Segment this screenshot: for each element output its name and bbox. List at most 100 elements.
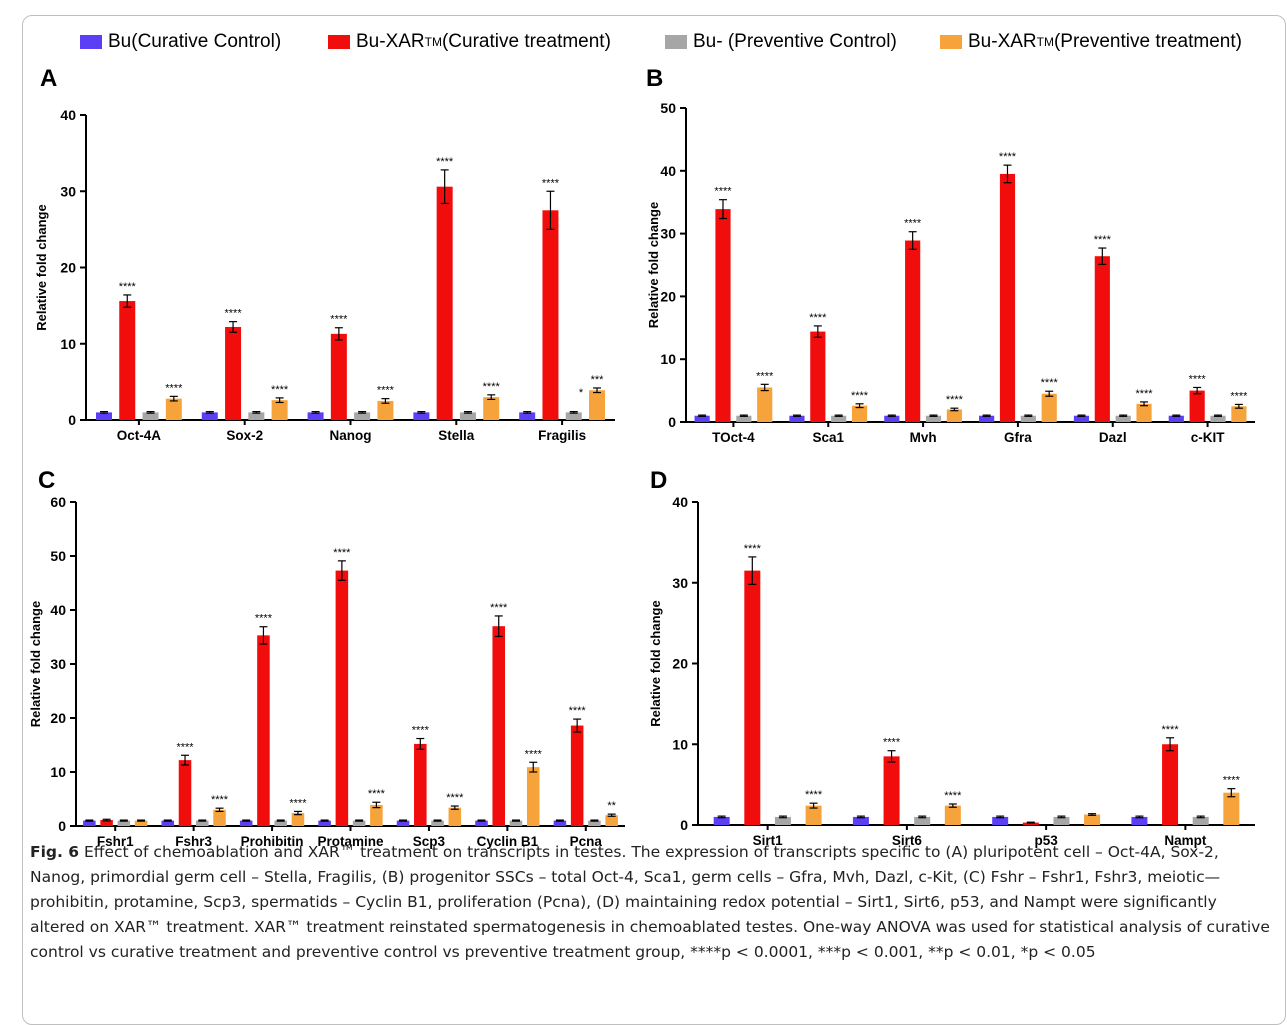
- bar-curative-control: [789, 415, 805, 422]
- bar-preventive-treatment: [448, 807, 462, 826]
- x-tick-label: Cyclin B1: [477, 834, 539, 849]
- bar-curative-control: [475, 820, 488, 826]
- bar-curative-treatment: [119, 301, 136, 420]
- bar-preventive-treatment: [377, 400, 394, 420]
- y-tick-label: 30: [50, 656, 66, 672]
- chart-legend: Bu(Curative Control) Bu-XAR TM (Curative t…: [80, 28, 1280, 58]
- bar-preventive-control: [1192, 816, 1209, 825]
- bar-curative-treatment: [436, 186, 453, 420]
- caption-text: Effect of chemoablation and XAR™ treatme…: [30, 843, 1270, 961]
- significance-label: ****: [1041, 377, 1059, 389]
- figure-number: Fig. 6: [30, 843, 80, 861]
- bar-curative-control: [519, 412, 536, 420]
- y-tick-label: 20: [60, 260, 76, 276]
- significance-label: ****: [255, 613, 273, 625]
- x-tick-label: Gfra: [1004, 430, 1032, 445]
- y-tick-label: 50: [50, 548, 66, 564]
- significance-label: ****: [569, 705, 587, 717]
- bar-preventive-control: [509, 820, 523, 826]
- bar-preventive-treatment: [291, 813, 305, 826]
- y-tick-label: 10: [50, 764, 66, 780]
- x-tick-label: Fragilis: [538, 428, 586, 443]
- significance-label: ****: [946, 394, 964, 406]
- bar-curative-treatment: [883, 756, 900, 825]
- x-tick-label: Prohibitin: [241, 834, 304, 849]
- bar-curative-control: [553, 820, 567, 826]
- y-tick-label: 40: [672, 494, 688, 510]
- legend-label-suffix: (Preventive treatment): [1053, 31, 1242, 52]
- bar-curative-treatment: [225, 326, 242, 420]
- bar-preventive-control: [1020, 415, 1036, 422]
- bar-preventive-control: [565, 412, 582, 420]
- bar-curative-control: [713, 816, 730, 825]
- bar-curative-control: [239, 820, 253, 826]
- x-tick-label: Scp3: [413, 834, 446, 849]
- significance-label: ****: [446, 792, 464, 804]
- bar-preventive-treatment: [213, 809, 226, 826]
- y-tick-label: 60: [50, 494, 66, 510]
- x-tick-label: Nanog: [330, 428, 372, 443]
- bar-curative-control: [852, 816, 869, 825]
- bar-preventive-treatment: [805, 805, 822, 825]
- bar-curative-control: [83, 820, 96, 826]
- significance-label: **: [607, 800, 616, 812]
- bar-preventive-treatment: [483, 397, 500, 420]
- legend-label: Bu-XAR: [356, 31, 425, 52]
- bar-curative-treatment: [1022, 822, 1039, 825]
- bar-curative-treatment: [1162, 744, 1179, 825]
- significance-label: ****: [377, 385, 395, 397]
- significance-label: ****: [1223, 775, 1241, 787]
- significance-label: ****: [165, 382, 183, 394]
- x-tick-label: Oct-4A: [117, 428, 162, 443]
- y-tick-label: 50: [660, 100, 676, 116]
- significance-label: ****: [119, 281, 137, 293]
- x-tick-label: Sca1: [812, 430, 844, 445]
- y-tick-label: 10: [60, 336, 76, 352]
- y-tick-label: 10: [660, 351, 676, 367]
- x-tick-label: c-KIT: [1191, 430, 1226, 445]
- significance-label: ****: [330, 314, 348, 326]
- legend-label: Bu- (Preventive Control): [693, 31, 897, 52]
- y-tick-label: 0: [680, 817, 688, 833]
- y-tick-label: 40: [60, 107, 76, 123]
- bar-curative-control: [413, 412, 430, 420]
- bar-preventive-control: [352, 820, 366, 826]
- significance-label: ****: [1161, 724, 1179, 736]
- x-tick-label: p53: [1034, 833, 1058, 848]
- figure-caption: Fig. 6 Effect of chemoablation and XAR™ …: [30, 840, 1270, 965]
- x-tick-label: Mvh: [910, 430, 937, 445]
- x-tick-label: Dazl: [1099, 430, 1127, 445]
- significance-label: ****: [368, 788, 386, 800]
- bar-curative-treatment: [257, 635, 270, 826]
- bar-curative-control: [307, 412, 324, 420]
- significance-label: ****: [271, 384, 289, 396]
- significance-label: ****: [436, 156, 454, 168]
- bar-preventive-treatment: [589, 390, 606, 420]
- bar-preventive-treatment: [851, 405, 868, 422]
- y-tick-label: 0: [668, 414, 676, 430]
- y-tick-label: 30: [672, 575, 688, 591]
- bar-curative-control: [979, 415, 995, 422]
- bar-curative-treatment: [100, 820, 113, 826]
- y-tick-label: 10: [672, 736, 688, 752]
- significance-label: ****: [944, 790, 962, 802]
- legend-swatch-curative-control: [80, 35, 102, 49]
- bar-curative-treatment: [999, 173, 1016, 422]
- bar-preventive-control: [588, 820, 601, 826]
- bar-preventive-treatment: [134, 820, 148, 826]
- legend-swatch-preventive-control: [665, 35, 687, 49]
- bar-curative-control: [95, 412, 112, 420]
- bar-preventive-treatment: [1084, 814, 1101, 825]
- bar-preventive-control: [1053, 816, 1070, 825]
- significance-label: ****: [883, 737, 901, 749]
- significance-label: ****: [744, 543, 762, 555]
- x-tick-label: Stella: [438, 428, 475, 443]
- bar-curative-treatment: [905, 240, 921, 422]
- significance-label: ****: [999, 151, 1017, 163]
- significance-label: ****: [1135, 388, 1153, 400]
- y-tick-label: 20: [50, 710, 66, 726]
- y-tick-label: 0: [58, 818, 66, 834]
- significance-label: ****: [809, 312, 827, 324]
- bar-curative-control: [694, 415, 710, 422]
